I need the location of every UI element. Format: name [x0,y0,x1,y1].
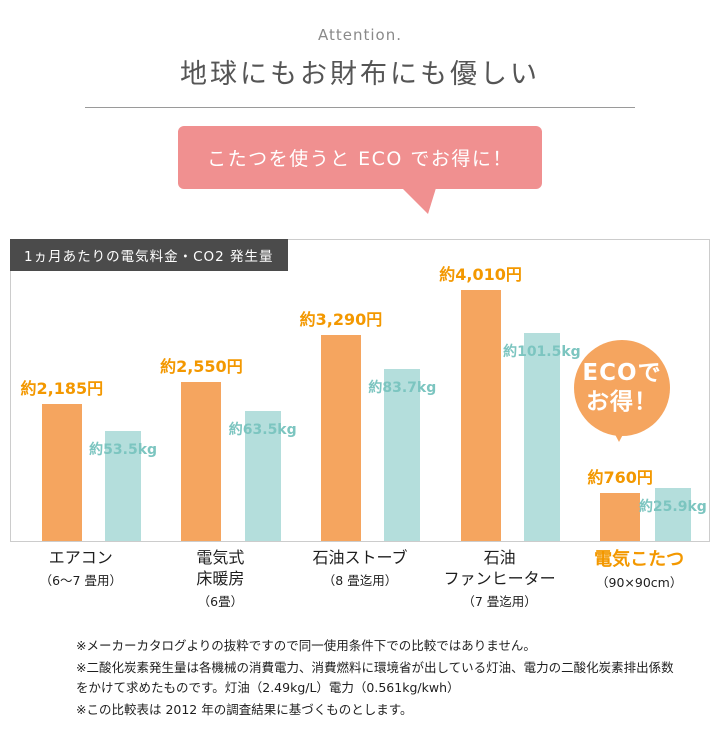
co2-label: 約101.5kg [503,344,581,360]
co2-label: 約83.7kg [368,380,437,396]
price-label: 約4,010円 [439,265,522,284]
category-labels-row: エアコン （6～7 畳用） 電気式 床暖房 （6畳） 石油ストーブ （8 畳迄用… [11,548,709,610]
bar-group-oil-fan-heater: 約4,010円 約101.5kg [430,261,581,541]
appliance-size: （7 畳迄用） [462,593,537,609]
appliance-size: （6～7 畳用） [39,572,122,588]
category-label-floor-heating: 電気式 床暖房 （6畳） [151,548,291,610]
bar-group-kotatsu: 約760円 約25.9kg [569,464,709,541]
footnotes: ※メーカーカタログよりの抜粋ですので同一使用条件下での比較ではありません。 ※二… [76,636,676,720]
appliance-name: エアコン [48,548,113,567]
price-label: 約2,550円 [160,357,243,376]
speech-bubble: こたつを使うと ECO でお得に！ [178,126,542,214]
bar-group-floor-heating: 約2,550円 約63.5kg [151,353,297,541]
price-label: 約760円 [587,468,653,487]
appliance-name: 電気こたつ [594,549,685,570]
co2-bar: 約53.5kg [89,431,157,541]
bar-chart: 約2,185円 約53.5kg 約2,550円 [11,240,709,541]
category-label-kotatsu: 電気こたつ （90×90cm） [569,548,709,610]
price-label: 約3,290円 [299,310,383,329]
appliance-size: （6畳） [197,593,244,609]
category-label-aircon: エアコン （6～7 畳用） [11,548,151,610]
appliance-name: 石油 ファンヒーター [443,548,556,588]
cost-bar [181,382,222,541]
cost-bar [600,493,641,541]
price-label: 約2,185円 [20,379,104,398]
co2-label: 約25.9kg [638,499,707,515]
cost-bar [460,290,501,541]
co2-bar: 約83.7kg [368,369,436,541]
page: Attention. 地球にもお財布にも優しい こたつを使うと ECO でお得に… [0,26,720,720]
chart-panel: 1ヵ月あたりの電気料金・CO2 発生量 約2,185円 約53.5kg [10,239,710,542]
category-label-oil-fan-heater: 石油 ファンヒーター （7 畳迄用） [430,548,570,610]
co2-label: 約53.5kg [89,442,158,458]
co2-bar: 約25.9kg [639,488,707,541]
footnote: ※この比較表は 2012 年の調査結果に基づくものとします。 [76,701,413,717]
appliance-size: （8 畳迄用） [322,572,398,588]
appliance-size: （90×90cm） [596,575,683,591]
speech-bubble-text: こたつを使うと ECO でお得に！ [178,126,542,189]
eco-badge-tail-icon [610,425,628,451]
appliance-name: 石油ストーブ [312,548,408,567]
eco-badge-line1: ECOで [582,360,662,387]
category-label-oil-stove: 石油ストーブ （8 畳迄用） [290,548,430,610]
co2-bar: 約63.5kg [229,411,297,541]
footnote: ※二酸化炭素発生量は各機械の消費電力、消費燃料に環境省が出している灯油、電力の二… [76,659,674,695]
appliance-name: 電気式 床暖房 [196,548,245,588]
co2-bar: 約101.5kg [503,333,581,541]
cost-bar [320,335,361,541]
cost-bar [41,404,82,541]
bar-group-aircon: 約2,185円 約53.5kg [11,375,157,541]
eco-badge-line2: お得！ [586,389,658,415]
page-title: 地球にもお財布にも優しい [180,59,540,90]
title-divider [85,107,635,108]
bar-group-oil-stove: 約3,290円 約83.7kg [290,306,436,541]
co2-label: 約63.5kg [228,422,297,438]
speech-bubble-tail-icon [400,188,440,214]
attention-label: Attention. [318,26,402,44]
eco-badge: ECOで お得！ [574,340,670,442]
footnote: ※メーカーカタログよりの抜粋ですので同一使用条件下での比較ではありません。 [76,637,536,653]
chart-panel-title: 1ヵ月あたりの電気料金・CO2 発生量 [10,239,288,271]
